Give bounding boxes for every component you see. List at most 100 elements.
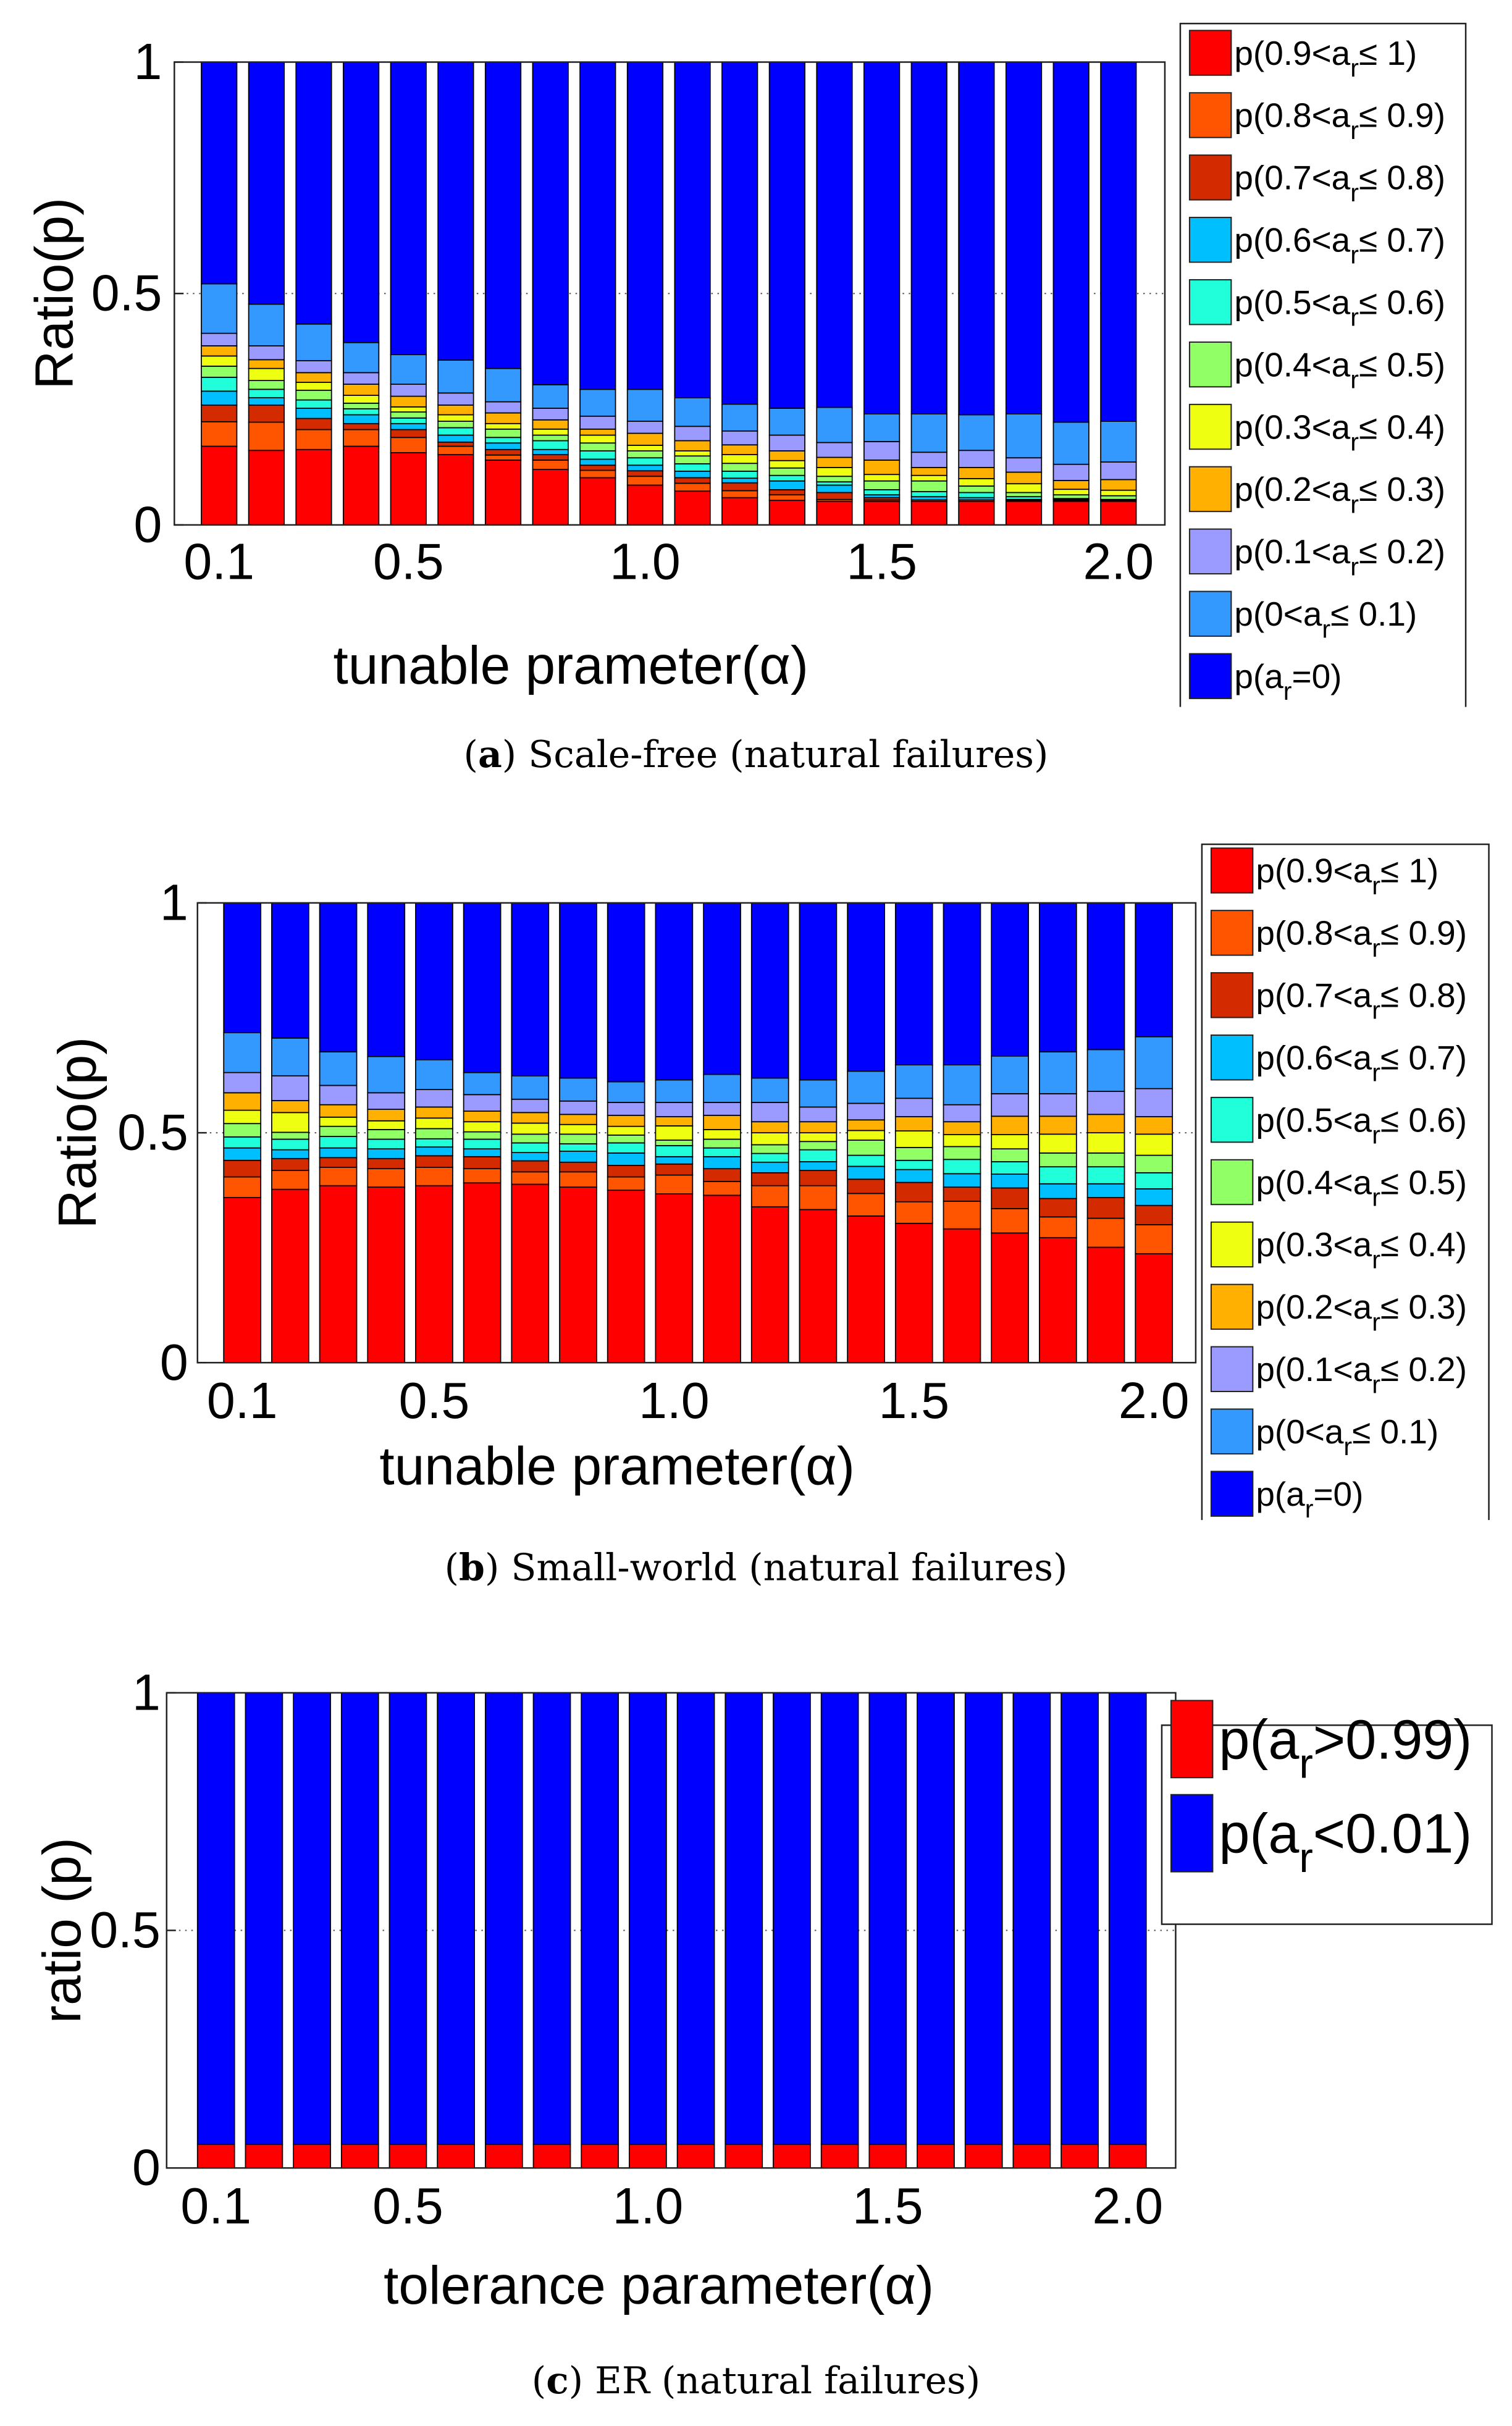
bar-segment-0.7-series-1 <box>484 1692 523 2145</box>
legend-label-main: p(0.1<a <box>1256 1350 1372 1388</box>
legend-label-5: p(0.4<ar≤ 0.5) <box>1256 1163 1467 1211</box>
legend-label-subscript: r <box>1305 1495 1314 1523</box>
bar-segment-1.7-series-2 <box>991 1187 1030 1209</box>
bar-segment-1.2-series-8 <box>750 1102 789 1123</box>
bar-segment-0.5-series-1 <box>415 1167 453 1186</box>
bar-segment-1.9-series-0 <box>1052 500 1090 526</box>
bar-segment-1.3-series-5 <box>799 1141 838 1151</box>
bar-segment-0.1-series-8 <box>201 332 238 346</box>
bar-segment-0.2-series-7 <box>248 359 285 369</box>
bar-segment-0.6-series-5 <box>463 1131 502 1140</box>
legend-label-subscript: r <box>1350 54 1359 82</box>
bar-segment-1.2-series-6 <box>750 1132 789 1146</box>
bar-segment-0.7-series-9 <box>511 1075 550 1100</box>
legend-label-subscript: r <box>1350 552 1359 581</box>
legend-label-rest: ≤ 0.3) <box>1359 470 1445 508</box>
x-axis-label: tunable prameter(α) <box>379 1436 855 1496</box>
legend-label-main: p(0.4<a <box>1234 345 1350 384</box>
legend-swatch-5 <box>1210 1159 1254 1206</box>
caption-text: Small-world (natural failures) <box>511 1547 1067 1590</box>
legend-label-rest: ≤ 0.4) <box>1359 408 1445 446</box>
bar-segment-0.7-series-7 <box>484 412 522 424</box>
bar-segment-1.1-series-3 <box>703 1156 741 1170</box>
legend-label-main: p(0.6<a <box>1234 221 1350 259</box>
bar-segment-1.4-series-7 <box>816 456 853 468</box>
bar-segment-0.1-series-0 <box>223 1197 262 1364</box>
legend-label-main: p(0.8<a <box>1234 96 1350 135</box>
bar-segment-0.4-series-0 <box>343 445 380 526</box>
legend-label-main: p(0.3<a <box>1256 1225 1372 1264</box>
bar-segment-0.8-series-5 <box>532 434 569 442</box>
bar-segment-1.4-series-1 <box>847 1193 885 1217</box>
bar-segment-0.3-series-8 <box>295 360 332 374</box>
bar-segment-1.9-series-2 <box>1086 1197 1125 1219</box>
bar-segment-0.9-series-7 <box>579 428 616 436</box>
bar-segment-0.8-series-4 <box>559 1143 597 1152</box>
bar-segment-0.5-series-8 <box>390 384 427 397</box>
bar-segment-1.7-series-6 <box>991 1134 1030 1150</box>
bar-segment-0.1-series-7 <box>223 1092 262 1111</box>
bar-segment-0.9-series-4 <box>579 450 616 460</box>
bar-segment-0.6-series-2 <box>437 441 474 447</box>
bar-segment-0.6-series-10 <box>437 61 474 361</box>
bar-segment-1.3-series-4 <box>799 1149 838 1162</box>
bar-segment-0.9-series-2 <box>607 1165 645 1178</box>
legend-swatch-0 <box>1188 30 1232 76</box>
legend-label-rest: ≤ 0.6) <box>1359 283 1445 321</box>
legend-label-main: p(0.5<a <box>1234 283 1350 321</box>
bar-segment-0.6-series-1 <box>437 1692 475 2145</box>
bar-segment-1.6-series-10 <box>910 61 947 414</box>
bar-segment-1.9-series-7 <box>1052 480 1090 490</box>
bar-segment-0.9-series-0 <box>581 2143 620 2169</box>
legend-label-subscript: r <box>1299 1835 1312 1881</box>
bar-segment-0.8-series-10 <box>532 61 569 385</box>
bar-segment-1.5-series-0 <box>894 1222 933 1364</box>
legend-label-10: p(ar=0) <box>1234 657 1342 705</box>
bar-segment-1.1-series-7 <box>703 1114 741 1130</box>
legend-label-subscript: r <box>1343 1432 1352 1461</box>
legend-label-rest: <0.01) <box>1313 1803 1472 1865</box>
legend-swatch-7 <box>1210 1283 1254 1330</box>
legend-label-0: p(0.9<ar≤ 1) <box>1234 34 1417 82</box>
bar-segment-0.3-series-1 <box>295 429 332 450</box>
bar-segment-1.9-series-10 <box>1086 902 1125 1051</box>
bar-segment-1-series-0 <box>626 484 664 526</box>
bar-segment-0.9-series-3 <box>579 458 616 466</box>
caption-paren-open: ( <box>532 2359 546 2403</box>
bar-segment-1.1-series-8 <box>674 426 711 442</box>
bar-segment-0.8-series-3 <box>532 448 569 455</box>
legend-label-rest: ≤ 0.6) <box>1380 1101 1467 1139</box>
bar-segment-0.8-series-3 <box>559 1151 597 1163</box>
bar-segment-0.1-series-5 <box>223 1123 262 1138</box>
legend-box <box>1161 1724 1493 1925</box>
bar-segment-1.3-series-1 <box>773 1692 811 2145</box>
legend-label-main: p(0.9<a <box>1234 34 1350 72</box>
bar-segment-2-series-1 <box>1108 1692 1147 2145</box>
bar-segment-1.1-series-8 <box>703 1102 741 1116</box>
bar-segment-0.3-series-9 <box>295 323 332 361</box>
bar-segment-0.7-series-4 <box>511 1142 550 1153</box>
bar-segment-0.3-series-0 <box>319 1185 358 1364</box>
x-tick-label: 1.5 <box>846 533 917 590</box>
legend-label-rest: ≤ 0.1) <box>1330 595 1417 633</box>
bar-segment-1.5-series-5 <box>863 480 901 490</box>
bar-segment-0.3-series-7 <box>295 372 332 383</box>
bar-segment-2-series-5 <box>1100 495 1137 500</box>
bar-segment-1.2-series-4 <box>750 1152 789 1163</box>
bar-segment-1.4-series-0 <box>847 1215 885 1364</box>
bar-segment-0.7-series-5 <box>484 428 522 439</box>
bar-segment-1.4-series-6 <box>816 467 853 477</box>
bar-segment-1.8-series-9 <box>1039 1051 1077 1094</box>
bar-segment-0.1-series-7 <box>201 345 238 357</box>
legend-swatch-6 <box>1210 1221 1254 1268</box>
bar-segment-0.5-series-10 <box>390 61 427 356</box>
legend-label-rest: ≤ 0.9) <box>1359 96 1445 135</box>
bar-segment-1.3-series-9 <box>799 1079 838 1108</box>
bar-segment-1-series-6 <box>626 445 664 451</box>
legend-label-main: p(0<a <box>1256 1412 1343 1451</box>
x-tick-label: 0.1 <box>183 533 254 590</box>
bar-segment-0.7-series-2 <box>484 448 522 456</box>
legend-swatch-3 <box>1210 1034 1254 1081</box>
bar-segment-1.4-series-5 <box>847 1140 885 1156</box>
legend-label-0: p(0.9<ar≤ 1) <box>1256 852 1438 900</box>
